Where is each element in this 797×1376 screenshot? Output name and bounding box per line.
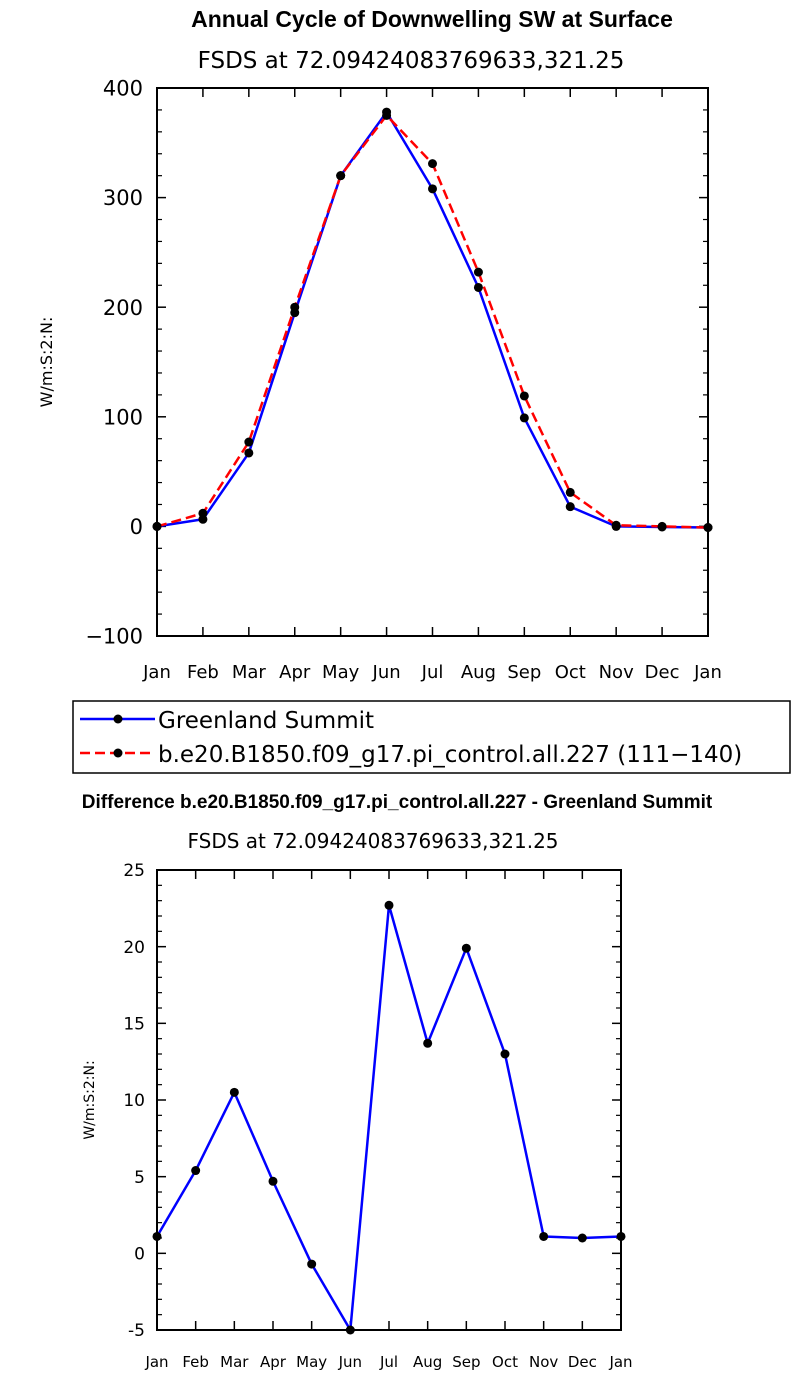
chart2-xtick-label: Mar (220, 1353, 249, 1371)
chart1-x-tick-labels: Jan Feb Mar Apr May Jun Jul Aug Sep Oct Nov Dec Jan (142, 662, 722, 683)
chart1-series-2-point (198, 508, 208, 518)
chart2-series-1-point (461, 943, 471, 953)
chart1-series-1-point (519, 413, 529, 423)
chart1-xtick-label: Jul (421, 662, 444, 683)
chart2-xtick-label: Jul (379, 1353, 398, 1371)
chart2-ytick-label: 10 (123, 1091, 145, 1111)
chart2-series-1-point (539, 1231, 549, 1241)
chart2-ytick-label: 15 (123, 1014, 145, 1034)
chart2-xtick-label: Nov (529, 1353, 558, 1371)
chart2-series-line-1 (155, 904, 622, 1332)
chart1-series-2-point (290, 302, 300, 312)
chart2-subtitle: FSDS at 72.09424083769633,321.25 (187, 829, 558, 853)
chart1-xtick-label: Jan (693, 662, 722, 683)
chart1-series-2-point (244, 437, 254, 447)
chart1-series-2-point (657, 521, 667, 531)
chart1-series-1-point (473, 282, 483, 292)
chart1-series-2-point (519, 391, 529, 401)
chart2-x-tick-labels: Jan Feb Mar Apr May Jun Jul Aug Sep Oct Nov Dec Jan (144, 1353, 632, 1371)
chart2-xtick-label: Oct (492, 1353, 518, 1371)
chart2-ytick-label: 20 (123, 938, 145, 958)
chart1-xtick-label: Feb (187, 662, 219, 683)
chart1-series-2-point (428, 159, 437, 169)
chart2-series-1-point (577, 1233, 587, 1243)
chart2-y-tick-labels: -5 0 5 10 15 20 25 (123, 861, 145, 1341)
chart2-series-1-point (229, 1087, 239, 1097)
chart1-series-1-point (428, 184, 437, 194)
chart1-xtick-label: Jun (372, 662, 401, 683)
legend-box (72, 700, 791, 774)
legend-marker-series-1 (113, 714, 123, 724)
chart2-series-1-point (500, 1049, 510, 1059)
chart1-xtick-label: Sep (507, 662, 541, 683)
chart1-xtick-label: May (322, 662, 360, 683)
chart1-ytick-label: 400 (103, 77, 143, 101)
chart1-series-2-point (611, 520, 621, 530)
chart2-axes (156, 869, 622, 1331)
chart2-xtick-label: Feb (182, 1353, 209, 1371)
chart1-xtick-label: Nov (599, 662, 634, 683)
chart2-xtick-label: May (296, 1353, 327, 1371)
chart2-xtick-label: Jun (338, 1353, 362, 1371)
chart2-series-1-point (307, 1259, 317, 1269)
chart2-series-1-point (191, 1166, 201, 1176)
chart1-ytick-label: 100 (103, 405, 143, 429)
chart2-series-1-point (268, 1176, 278, 1186)
chart1-series-1-point (244, 448, 254, 458)
chart1-ytick-label: 200 (103, 296, 143, 320)
chart-difference: Difference b.e20.B1850.f09_g17.pi_contro… (82, 792, 713, 1371)
chart1-ytick-label: 0 (130, 515, 143, 539)
chart1-series-line-1 (156, 110, 709, 529)
chart1-y-tick-labels: −100 0 100 200 300 400 (85, 77, 143, 649)
chart-annual-cycle: Annual Cycle of Downwelling SW at Surfac… (37, 6, 722, 683)
chart2-ylabel: W/m:S:2:N: (82, 1060, 98, 1139)
chart1-xtick-label: Apr (279, 662, 311, 683)
chart2-xtick-label: Aug (413, 1353, 442, 1371)
chart1-ytick-label: −100 (85, 625, 143, 649)
chart1-series-1-point (565, 502, 575, 512)
chart2-plot-frame (156, 869, 622, 1331)
chart1-axes (156, 87, 709, 637)
chart1-ylabel: W/m:S:2:N: (37, 317, 56, 408)
chart1-xtick-label: Jan (142, 662, 171, 683)
chart2-series-1-point (423, 1038, 433, 1048)
legend-label-series-2: b.e20.B1850.f09_g17.pi_control.all.227 (… (158, 742, 742, 768)
chart1-title: Annual Cycle of Downwelling SW at Surfac… (191, 6, 673, 32)
chart1-series-2-point (336, 171, 346, 181)
chart1-subtitle: FSDS at 72.09424083769633,321.25 (198, 48, 625, 74)
chart1-xtick-label: Aug (461, 662, 496, 683)
chart1-series-2-point (382, 110, 392, 120)
chart2-title: Difference b.e20.B1850.f09_g17.pi_contro… (82, 792, 713, 813)
chart1-xtick-label: Mar (232, 662, 267, 683)
chart1-legend: Greenland Summit b.e20.B1850.f09_g17.pi_… (72, 700, 791, 774)
legend-marker-series-2 (113, 748, 123, 758)
chart2-series-1-point (384, 900, 394, 910)
chart2-xtick-label: Apr (260, 1353, 287, 1371)
chart2-xtick-label: Dec (568, 1353, 597, 1371)
chart2-xtick-label: Jan (144, 1353, 168, 1371)
chart1-xtick-label: Dec (645, 662, 680, 683)
chart1-series (152, 107, 713, 532)
chart2-xtick-label: Jan (608, 1353, 632, 1371)
legend-label-series-1: Greenland Summit (158, 708, 374, 734)
chart2-ytick-label: 25 (123, 861, 145, 881)
chart2-ytick-label: 5 (134, 1168, 145, 1188)
chart2-xtick-label: Sep (452, 1353, 480, 1371)
chart2-series (152, 900, 626, 1335)
chart1-series-2-point (473, 267, 483, 277)
chart1-plot-frame (156, 87, 709, 637)
chart1-xtick-label: Oct (555, 662, 586, 683)
chart2-ytick-label: -5 (128, 1321, 145, 1341)
chart2-ytick-label: 0 (134, 1244, 145, 1264)
chart1-series-2-point (565, 487, 575, 497)
chart1-ytick-label: 300 (103, 186, 143, 210)
